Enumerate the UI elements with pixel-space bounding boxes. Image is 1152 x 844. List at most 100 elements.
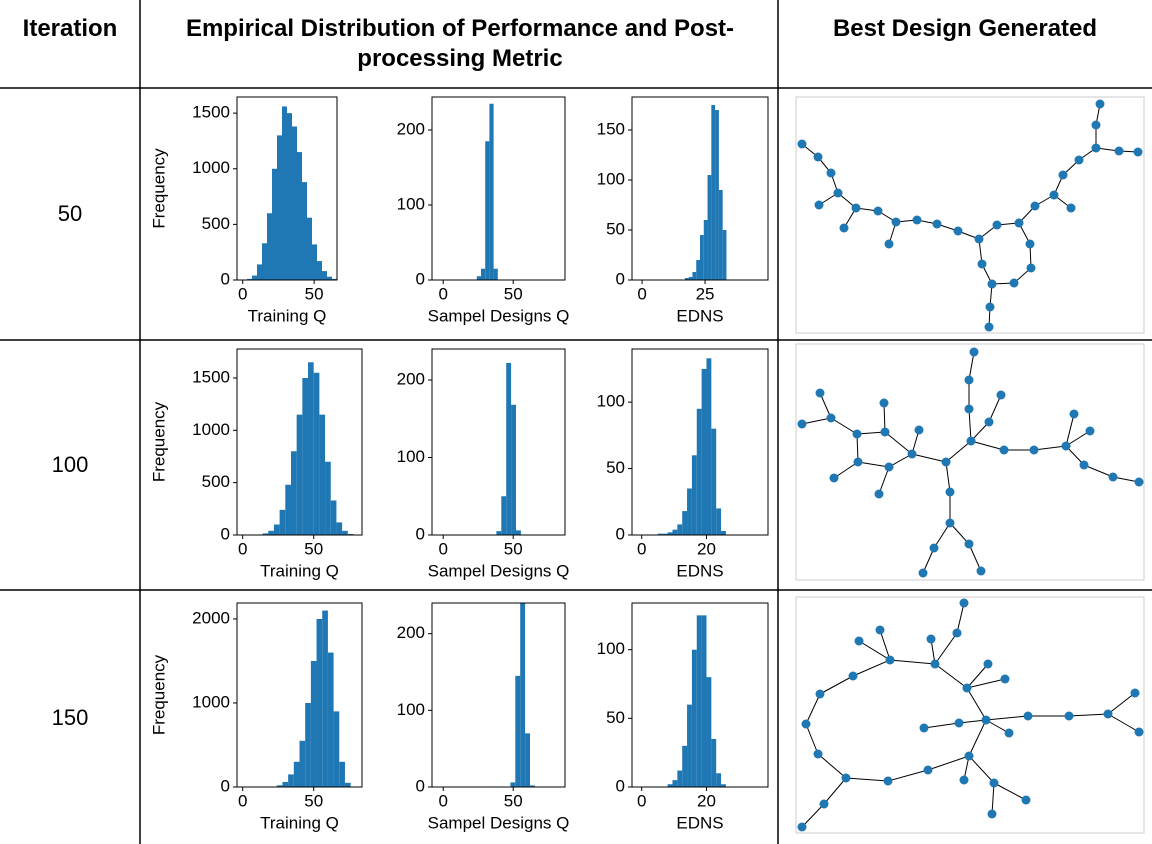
bar xyxy=(310,660,317,787)
y-tick-label: 1000 xyxy=(192,158,230,177)
design-node xyxy=(853,457,863,467)
bar xyxy=(344,782,351,787)
bar xyxy=(711,428,717,535)
x-axis-label: EDNS xyxy=(676,561,723,580)
x-tick-label: 50 xyxy=(304,791,323,810)
design-edge xyxy=(823,777,847,805)
design-node xyxy=(959,775,969,785)
bar xyxy=(696,408,702,535)
bar xyxy=(701,615,707,787)
bar xyxy=(706,677,712,787)
bar xyxy=(262,243,267,280)
y-tick-label: 200 xyxy=(397,623,425,642)
x-axis-label: Sampel Designs Q xyxy=(428,306,570,325)
bar xyxy=(325,461,331,535)
bar xyxy=(672,780,678,787)
design-node xyxy=(1066,203,1076,213)
x-axis-label: EDNS xyxy=(676,813,723,832)
bar xyxy=(485,141,490,280)
design-edge xyxy=(879,629,891,661)
plot-frame xyxy=(236,348,363,536)
design-edge xyxy=(801,417,832,425)
design-edge xyxy=(852,659,891,677)
design-node xyxy=(941,457,951,467)
design-node xyxy=(1025,239,1035,249)
design-node xyxy=(945,487,955,497)
bar xyxy=(273,524,280,535)
plot-frame xyxy=(236,96,338,281)
plot-frame xyxy=(236,602,363,788)
y-axis-label: Frequency xyxy=(149,148,168,229)
bar xyxy=(285,484,291,535)
x-tick-label: 0 xyxy=(438,539,447,558)
design-node xyxy=(1108,472,1118,482)
y-tick-label: 1500 xyxy=(192,367,230,386)
design-node xyxy=(880,427,890,437)
design-edge xyxy=(819,675,854,695)
design-edge xyxy=(887,769,929,782)
design-node xyxy=(1074,155,1084,165)
y-tick-label: 0 xyxy=(221,269,230,288)
design-edge xyxy=(966,663,989,689)
x-tick-label: 0 xyxy=(637,791,646,810)
bar xyxy=(707,175,712,280)
bar xyxy=(511,404,516,535)
design-node xyxy=(891,217,901,227)
bar xyxy=(279,509,286,535)
design-node xyxy=(954,718,964,728)
design-node xyxy=(801,719,811,729)
bar xyxy=(476,276,481,280)
bar xyxy=(716,773,722,787)
bar xyxy=(347,533,354,535)
design-node xyxy=(851,203,861,213)
bar xyxy=(308,362,314,535)
bar xyxy=(282,781,289,787)
design-node xyxy=(959,598,969,608)
design-edge xyxy=(817,753,847,779)
design-edge xyxy=(1107,713,1140,733)
bar xyxy=(718,190,723,280)
design-node xyxy=(962,683,972,693)
bar xyxy=(721,784,726,787)
bar xyxy=(711,105,716,280)
x-tick-label: 20 xyxy=(697,791,716,810)
x-tick-label: 0 xyxy=(438,284,447,303)
design-frame xyxy=(795,96,1145,334)
design-node xyxy=(1021,795,1031,805)
design-node xyxy=(930,659,940,669)
bar xyxy=(319,414,326,535)
y-tick-label: 100 xyxy=(597,639,625,658)
design-edge xyxy=(1033,445,1067,451)
design-node xyxy=(813,152,823,162)
design-edge xyxy=(968,543,982,572)
bar xyxy=(290,451,297,535)
design-node xyxy=(848,671,858,681)
bar xyxy=(327,652,334,787)
bar xyxy=(336,522,343,535)
bar xyxy=(292,126,297,280)
design-node xyxy=(833,188,843,198)
bar xyxy=(307,217,312,280)
bar xyxy=(299,740,306,787)
bar xyxy=(489,103,494,280)
design-node xyxy=(1004,728,1014,738)
design-node xyxy=(839,223,849,233)
design-node xyxy=(875,625,885,635)
y-tick-label: 50 xyxy=(606,458,625,477)
y-tick-label: 1500 xyxy=(192,103,230,122)
design-node xyxy=(1009,278,1019,288)
bar xyxy=(701,368,707,535)
iteration-label: 100 xyxy=(51,452,89,477)
bar xyxy=(327,276,332,280)
design-node xyxy=(1014,218,1024,228)
design-node xyxy=(1085,426,1095,436)
y-tick-label: 500 xyxy=(202,214,230,233)
x-axis-label: Sampel Designs Q xyxy=(428,813,570,832)
bar xyxy=(687,488,692,535)
design-node xyxy=(969,347,979,357)
design-node xyxy=(1091,143,1101,153)
bar xyxy=(691,649,697,787)
design-edge xyxy=(819,392,832,419)
design-edge xyxy=(1068,713,1109,717)
design-edge xyxy=(945,440,972,463)
